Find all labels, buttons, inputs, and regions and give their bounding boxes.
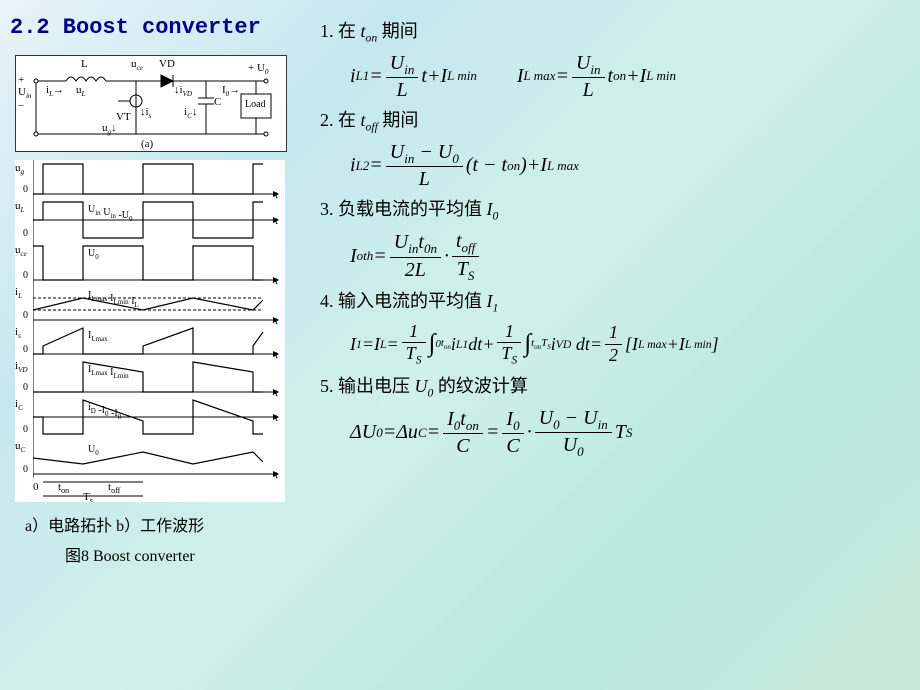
waveform-row: iL0tILmax ILmin IL	[15, 284, 285, 324]
waveform-xaxis: 0tontoffTs	[15, 478, 285, 502]
lbl-L: L	[81, 58, 88, 70]
svg-text:ILmax: ILmax	[88, 330, 108, 343]
lbl-ivd: ↓iVD	[174, 84, 192, 98]
svg-text:t: t	[275, 215, 278, 227]
svg-text:ILmax ILmin: ILmax ILmin	[88, 364, 129, 380]
lbl-vd: VD	[159, 58, 175, 70]
section-2: 2. 在 toff 期间	[320, 106, 910, 134]
section-4: 4. 输入电流的平均值 I1	[320, 287, 910, 315]
waveform-row: iVD0tILmax ILmin	[15, 358, 285, 396]
lbl-vt: VT	[116, 111, 131, 123]
svg-text:t: t	[275, 189, 278, 198]
svg-text:U0: U0	[88, 444, 99, 457]
waveform-row: is0tILmax	[15, 324, 285, 358]
svg-text:0: 0	[33, 481, 39, 493]
waveform-diagram: ug0tuL0tUin Uin -U0uce0tU0iL0tILmax ILmi…	[15, 160, 285, 502]
figure-area: +Uin− L uce VD + U0 iL→ uL ↓iVD I0→ VT u…	[15, 55, 305, 566]
section-title: 2.2 Boost converter	[10, 15, 261, 40]
eq-2: iL2 = Uin − U0L (t − ton) + IL max	[350, 140, 910, 192]
lbl-sub-a: (a)	[141, 138, 153, 150]
svg-text:t: t	[275, 469, 278, 478]
waveform-row: uC0tU0	[15, 438, 285, 478]
svg-text:t: t	[275, 412, 278, 424]
eq-4: I1 = IL = 1TS ∫0ton iL1dt + 1TS ∫tonTS i…	[350, 321, 910, 368]
eq-5: ΔU0 = ΔuC = I0tonC = I0C · U0 − UinU0 TS	[350, 406, 910, 460]
eq-1a: iL1 = UinL t + IL min IL max = UinL ton …	[350, 51, 910, 103]
lbl-ic: iC↓	[184, 106, 197, 120]
lbl-u0: + U0	[248, 62, 268, 76]
svg-text:t: t	[275, 349, 278, 358]
equation-area: 1. 在 ton 期间 iL1 = UinL t + IL min IL max…	[320, 15, 910, 464]
svg-text:t: t	[275, 387, 278, 396]
eq-3: Ioth = Uint0n2L · toffTS	[350, 229, 910, 283]
section-5: 5. 输出电压 U0 的纹波计算	[320, 372, 910, 400]
lbl-i0: I0→	[222, 84, 240, 98]
waveform-row: ug0t	[15, 160, 285, 198]
circuit-diagram: +Uin− L uce VD + U0 iL→ uL ↓iVD I0→ VT u…	[15, 55, 287, 152]
svg-text:U0: U0	[88, 248, 99, 261]
waveform-row: uL0tUin Uin -U0	[15, 198, 285, 242]
svg-text:t: t	[275, 275, 278, 284]
svg-text:toff: toff	[108, 481, 121, 495]
lbl-uce: uce	[131, 58, 143, 72]
waveform-row: iC0tiD -I0 -I0	[15, 396, 285, 438]
svg-text:iD -I0 -I0: iD -I0 -I0	[88, 402, 122, 421]
svg-text:ton: ton	[58, 481, 69, 495]
svg-text:ILmax ILmin IL: ILmax ILmin IL	[88, 290, 139, 309]
lbl-uin: +Uin−	[18, 74, 32, 112]
section-1: 1. 在 ton 期间	[320, 17, 910, 45]
waveform-row: uce0tU0	[15, 242, 285, 284]
lbl-ug: ug↓	[102, 122, 117, 136]
lbl-ul: uL	[76, 84, 85, 98]
section-3: 3. 负载电流的平均值 I0	[320, 195, 910, 223]
lbl-il: iL→	[46, 84, 64, 98]
figure-subcaption: a）电路拓扑 b）工作波形	[15, 512, 305, 536]
lbl-c: C	[214, 96, 221, 108]
figure-caption: 图8 Boost converter	[15, 542, 305, 566]
svg-text:t: t	[275, 315, 278, 324]
lbl-load: Load	[245, 99, 266, 110]
lbl-is: ↓is	[140, 106, 151, 120]
